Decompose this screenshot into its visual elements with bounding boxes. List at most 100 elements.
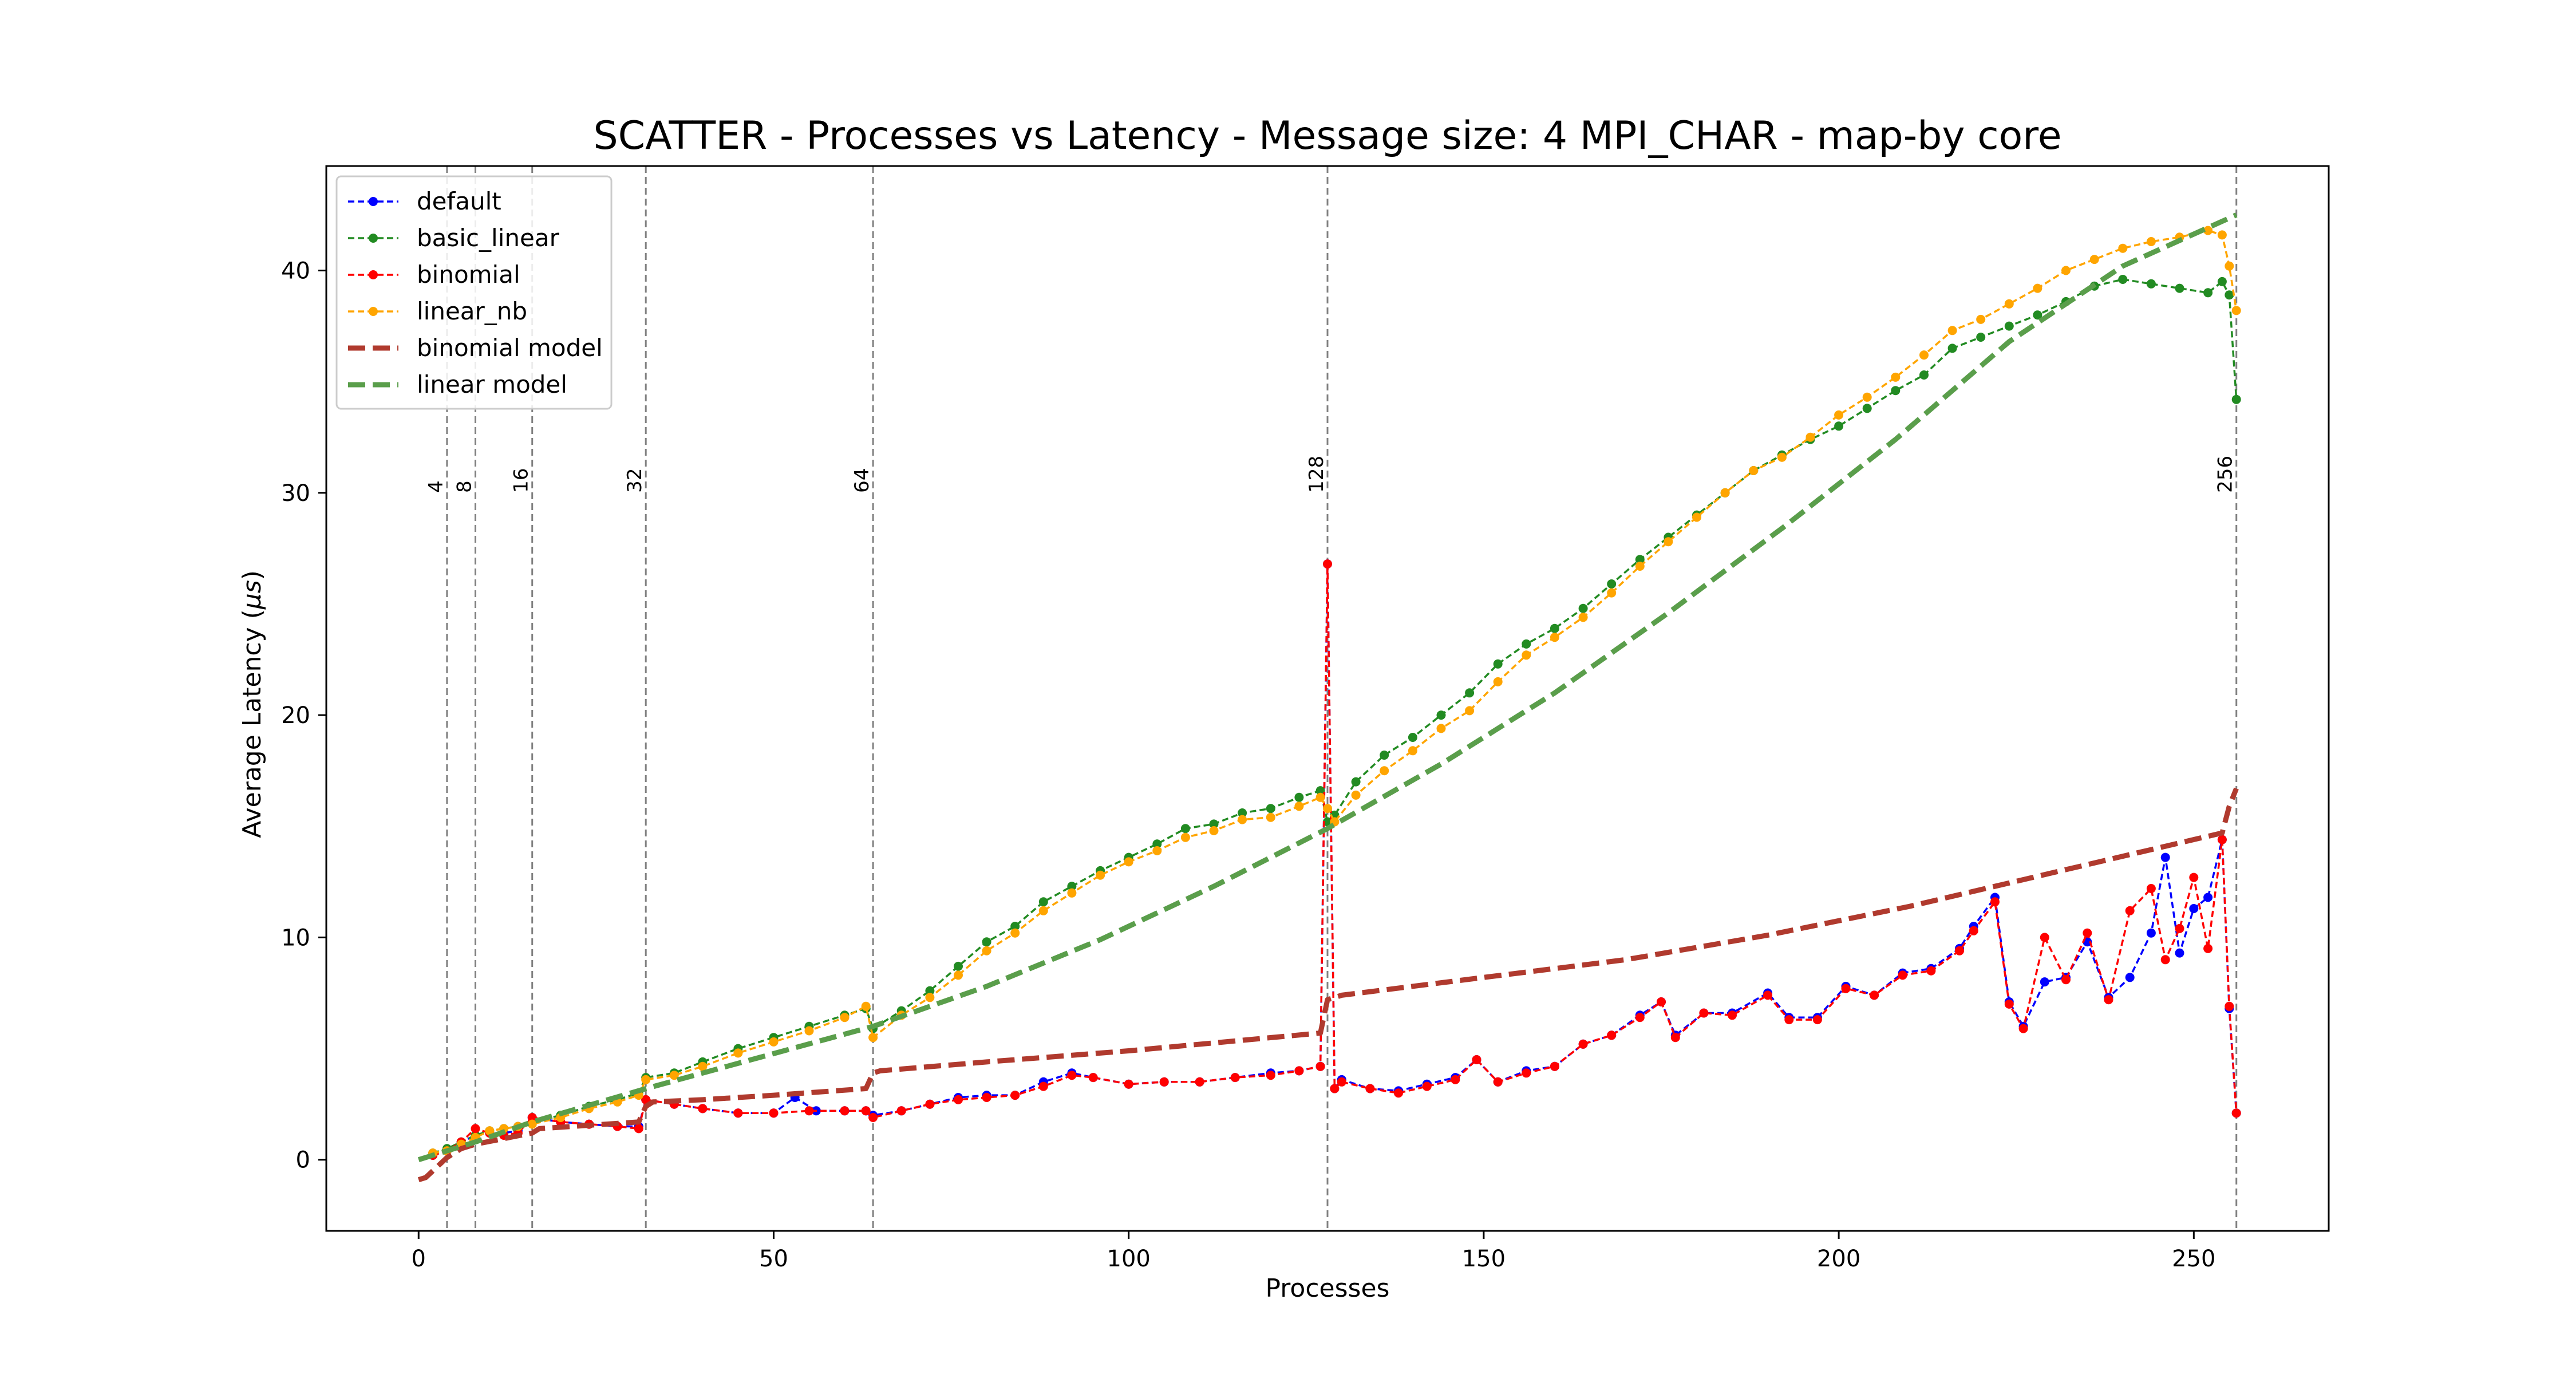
x-tick-label: 0	[412, 1246, 426, 1272]
series-line-linear-model	[417, 212, 2238, 1162]
vline-label-32: 32	[623, 468, 646, 493]
series-linear-nb	[428, 226, 2241, 1158]
data-point-linear-nb	[1493, 677, 1503, 686]
data-point-basic-linear	[2225, 290, 2234, 300]
data-point-basic-linear	[1493, 659, 1503, 669]
data-point-linear-nb	[1294, 802, 1304, 811]
chart-title: SCATTER - Processes vs Latency - Message…	[593, 113, 2061, 159]
data-point-linear-nb	[1436, 724, 1446, 733]
data-point-linear-nb	[2061, 266, 2071, 275]
data-point-binomial	[1230, 1073, 1240, 1083]
data-point-binomial	[1969, 926, 1978, 935]
data-point-binomial	[1522, 1068, 1531, 1078]
data-point-basic-linear	[1635, 555, 1645, 564]
data-point-basic-linear	[1038, 897, 1048, 907]
data-point-binomial	[1955, 946, 1964, 956]
data-point-binomial	[2104, 995, 2113, 1005]
x-tick-label: 250	[2172, 1246, 2215, 1272]
plot-area: 4 8 16 32 64 128 256 0 50 100 150 200 250 0 10 20 30 40	[281, 165, 2330, 1272]
data-point-linear-nb	[840, 1013, 850, 1022]
data-point-linear-nb	[1891, 372, 1901, 382]
data-point-linear-nb	[1124, 857, 1133, 867]
data-point-linear-nb	[1862, 392, 1872, 402]
data-point-linear-nb	[527, 1119, 537, 1129]
data-point-linear-nb	[982, 946, 991, 956]
data-point-linear-nb	[1038, 906, 1048, 915]
data-point-basic-linear	[2217, 277, 2227, 286]
data-point-linear-nb	[1607, 588, 1617, 598]
legend-box	[335, 175, 613, 410]
vline-label-4: 4	[425, 480, 448, 493]
legend-swatch-marker	[369, 197, 378, 206]
data-point-binomial	[1898, 970, 1907, 980]
legend-label: default	[417, 187, 501, 215]
data-point-basic-linear	[1294, 792, 1304, 802]
data-point-basic-linear	[1919, 370, 1929, 380]
data-point-basic-linear	[1947, 344, 1957, 353]
data-point-linear-nb	[1238, 815, 1247, 824]
data-point-basic-linear	[1380, 751, 1389, 760]
data-point-basic-linear	[1578, 603, 1588, 613]
data-point-linear-nb	[1096, 870, 1105, 880]
data-point-linear-nb	[1919, 350, 1929, 360]
data-point-binomial	[2189, 872, 2199, 882]
x-axis-label: Processes	[1266, 1274, 1390, 1303]
data-point-binomial	[868, 1113, 878, 1122]
data-point-binomial	[698, 1104, 708, 1114]
data-point-linear-nb	[485, 1126, 495, 1136]
data-point-binomial	[2040, 933, 2049, 942]
data-point-default	[2160, 852, 2170, 862]
legend-label: linear_nb	[417, 297, 527, 325]
data-point-basic-linear	[1238, 808, 1247, 818]
data-point-basic-linear	[1522, 639, 1531, 649]
data-point-binomial	[1699, 1008, 1709, 1018]
data-point-binomial	[840, 1106, 850, 1116]
data-point-binomial	[1670, 1033, 1680, 1043]
data-point-binomial	[1330, 1084, 1340, 1093]
data-point-linear-nb	[1976, 314, 1986, 324]
data-point-basic-linear	[1351, 777, 1361, 787]
vline-label-8: 8	[453, 480, 476, 493]
y-tick-label: 10	[281, 925, 310, 951]
data-point-linear-nb	[804, 1026, 814, 1036]
legend-label: binomial	[417, 260, 520, 289]
legend-swatch-marker	[369, 307, 378, 316]
data-point-linear-nb	[2089, 255, 2099, 264]
data-point-default	[2203, 893, 2213, 902]
vline-label-64: 64	[851, 468, 874, 493]
data-point-binomial	[1294, 1066, 1304, 1076]
data-point-basic-linear	[982, 937, 991, 947]
data-point-linear-nb	[1067, 888, 1077, 898]
data-point-binomial	[925, 1099, 935, 1109]
data-point-binomial	[1472, 1055, 1481, 1064]
data-point-binomial	[1763, 990, 1773, 1000]
data-point-binomial	[896, 1106, 906, 1116]
data-point-basic-linear	[954, 961, 963, 971]
data-point-linear-nb	[1578, 613, 1588, 622]
data-point-linear-nb	[2118, 243, 2128, 253]
data-point-linear-nb	[1805, 432, 1815, 442]
data-point-linear-nb	[1550, 633, 1559, 642]
series-linear-model	[417, 212, 2238, 1162]
data-point-binomial	[2203, 943, 2213, 953]
data-point-binomial	[1365, 1084, 1375, 1093]
data-point-basic-linear	[1266, 804, 1275, 814]
data-point-default	[2125, 973, 2135, 982]
data-point-basic-linear	[1152, 839, 1162, 849]
legend-label: binomial model	[417, 334, 603, 362]
y-axis-label: Average Latency (μs)	[238, 570, 267, 838]
data-point-binomial	[1493, 1077, 1503, 1087]
data-point-linear-nb	[1947, 326, 1957, 335]
data-point-linear-nb	[954, 970, 963, 980]
data-point-binomial	[982, 1093, 991, 1102]
data-point-basic-linear	[1010, 922, 1020, 931]
data-point-linear-nb	[1635, 562, 1645, 571]
data-point-binomial	[1337, 1077, 1346, 1087]
data-point-basic-linear	[1436, 710, 1446, 720]
data-point-linear-nb	[1522, 650, 1531, 660]
data-point-binomial	[804, 1106, 814, 1116]
data-point-basic-linear	[2118, 275, 2128, 284]
data-point-binomial	[769, 1108, 779, 1118]
data-point-linear-nb	[861, 1001, 871, 1011]
data-point-linear-nb	[2203, 226, 2213, 235]
